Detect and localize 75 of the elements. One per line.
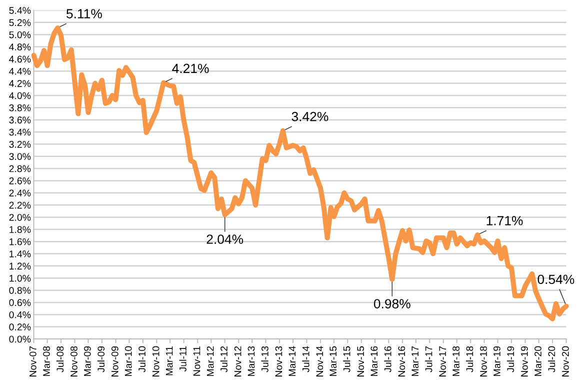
x-tick-label: Nov-09 [111, 346, 118, 376]
y-tick-label: 4.8% [9, 44, 31, 50]
x-tick-label: Mar-08 [43, 346, 50, 376]
annotation: 0.98% [374, 299, 410, 308]
y-tick-label: 1.8% [10, 226, 31, 234]
x-tick-label: Mar-20 [534, 346, 542, 376]
x-tick-label: Jul-12 [220, 346, 228, 372]
x-tick-label: Nov-12 [234, 346, 242, 376]
y-tick-label: 0.8% [9, 287, 31, 294]
x-tick-label: Nov-13 [275, 346, 282, 376]
annotation: 2.04% [206, 234, 244, 244]
y-tick-label: 3.6% [9, 116, 31, 124]
x-tick-label: Jul-08 [56, 346, 64, 372]
y-tick-label: 5.0% [9, 31, 31, 38]
y-tick-label: 3.0% [9, 153, 31, 160]
annotation: 1.71% [486, 216, 523, 226]
y-tick-label: 1.2% [10, 262, 31, 270]
x-tick-label: Jul-17 [425, 346, 432, 372]
annotation: 0.54% [538, 274, 574, 284]
x-tick-label: Nov-18 [480, 346, 487, 376]
x-tick-label: Mar-14 [288, 346, 296, 376]
y-tick-label: 0.6% [9, 299, 31, 306]
x-tick-label: Jul-16 [384, 346, 392, 372]
x-tick-label: Nov-10 [152, 346, 160, 376]
y-tick-label: 4.4% [9, 68, 31, 75]
y-tick-label: 4.2% [9, 80, 31, 87]
y-tick-label: 3.8% [9, 104, 31, 112]
y-tick-label: 2.4% [9, 190, 31, 196]
x-tick-label: Mar-16 [370, 346, 378, 376]
x-tick-label: Mar-13 [248, 346, 255, 376]
x-tick-label: Jul-15 [343, 346, 350, 372]
x-tick-label: Jul-10 [138, 346, 146, 372]
annotation: 4.21% [172, 64, 209, 74]
x-tick-label: Jul-11 [179, 346, 186, 372]
x-tick-label: Mar-11 [166, 346, 173, 376]
x-tick-label: Jul-19 [506, 346, 514, 372]
y-tick-label: 3.4% [9, 128, 31, 136]
x-tick-label: Mar-12 [206, 346, 214, 376]
x-tick-label: Nov-19 [520, 346, 528, 376]
y-tick-label: 1.6% [10, 238, 31, 246]
x-tick-label: Nov-07 [29, 346, 36, 376]
x-tick-label: Mar-19 [493, 346, 500, 376]
y-tick-label: 0.4% [9, 311, 31, 318]
y-tick-label: 3.2% [9, 140, 31, 148]
x-tick-label: Nov-17 [439, 346, 446, 376]
x-tick-label: Jul-18 [466, 346, 474, 372]
x-tick-label: Nov-16 [398, 346, 406, 376]
annotation: 5.11% [66, 9, 102, 18]
y-tick-label: 1.0% [10, 274, 31, 282]
y-tick-label: 2.2% [9, 202, 31, 209]
x-tick-label: Mar-18 [452, 346, 460, 376]
x-tick-label: Nov-20 [562, 346, 569, 376]
x-tick-label: Nov-11 [193, 346, 200, 376]
x-tick-label: Jul-09 [97, 346, 105, 372]
x-tick-label: Nov-08 [70, 346, 78, 376]
x-tick-label: Mar-09 [84, 346, 91, 376]
annotation: 3.42% [292, 112, 328, 122]
y-tick-label: 4.6% [9, 56, 31, 63]
x-tick-label: Nov-14 [316, 346, 324, 376]
y-tick-label: 5.2% [9, 19, 31, 26]
y-tick-label: 0.2% [9, 324, 31, 330]
x-tick-label: Mar-15 [330, 346, 337, 376]
y-tick-label: 4.0% [9, 92, 31, 100]
x-tick-label: Mar-17 [412, 346, 419, 376]
x-tick-label: Jul-14 [302, 346, 310, 372]
x-tick-label: Jul-13 [261, 346, 268, 372]
x-tick-label: Mar-10 [124, 346, 132, 376]
y-tick-label: 2.8% [9, 165, 31, 172]
y-tick-label: 0.0% [9, 336, 31, 343]
y-tick-label: 2.6% [9, 177, 31, 184]
y-tick-label: 2.0% [9, 214, 31, 221]
y-tick-label: 5.4% [9, 7, 31, 14]
x-tick-label: Jul-20 [548, 346, 556, 372]
x-tick-label: Nov-15 [357, 346, 364, 376]
y-tick-label: 1.4% [10, 250, 31, 258]
